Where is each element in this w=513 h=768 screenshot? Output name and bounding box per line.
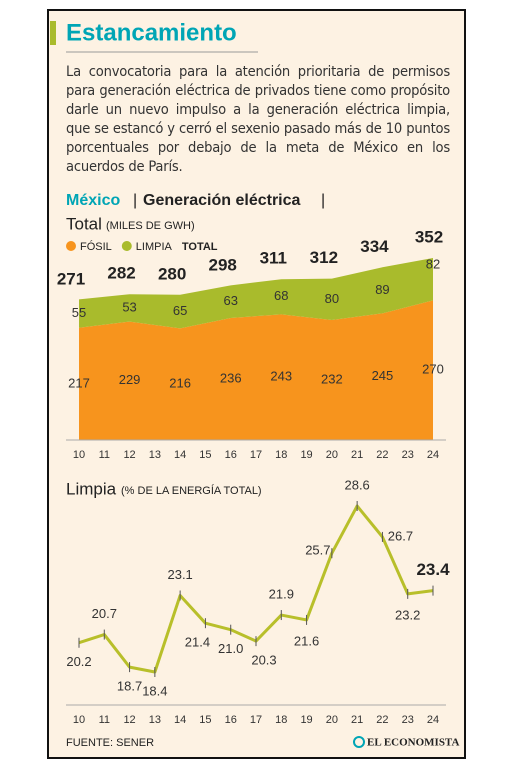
area (79, 258, 433, 329)
value-label: 26.7 (388, 528, 413, 543)
value-label: 18.7 (117, 679, 142, 694)
value-label: 18.4 (142, 683, 167, 698)
total-label: 311 (260, 249, 287, 268)
section: México (66, 192, 120, 209)
value-label: 21.4 (185, 635, 210, 650)
x-tick-label: 14 (174, 449, 186, 461)
x-tick-label: 23 (402, 449, 414, 461)
separator: | (321, 192, 325, 209)
x-tick-label: 21 (351, 714, 363, 726)
total-label: 282 (107, 264, 135, 283)
x-tick-label: 20 (326, 449, 338, 461)
x-tick-label: 14 (174, 714, 186, 726)
value-label: 243 (270, 369, 292, 384)
title: Estancamiento (66, 19, 237, 46)
subsection: Generación eléctrica (143, 192, 301, 209)
x-tick-label: 12 (123, 449, 135, 461)
value-label: 21.0 (218, 641, 243, 656)
chart-subtitle: (% DE LA ENERGÍA TOTAL) (121, 484, 262, 497)
value-label: 82 (426, 257, 440, 272)
value-label: 21.6 (294, 633, 319, 648)
x-tick-label: 18 (275, 449, 287, 461)
total-label: 312 (310, 248, 338, 267)
x-tick-label: 15 (199, 714, 211, 726)
x-tick-label: 24 (427, 449, 439, 461)
value-label: 216 (169, 376, 191, 391)
value-label: 21.9 (269, 586, 294, 601)
x-tick-label: 22 (376, 449, 388, 461)
x-tick-label: 23 (402, 714, 414, 726)
x-tick-label: 11 (99, 449, 110, 461)
value-label: 217 (68, 375, 90, 390)
source: FUENTE: SENER (66, 737, 154, 749)
total-label: 298 (209, 255, 237, 274)
value-label: 20.3 (251, 653, 276, 668)
value-label: 270 (422, 362, 444, 377)
value-label: 20.2 (66, 654, 91, 669)
value-label: 63 (223, 293, 237, 308)
brand: EL ECONOMISTA (367, 737, 459, 749)
area (79, 300, 433, 440)
x-tick-label: 19 (300, 449, 312, 461)
chart-title: Limpia (66, 479, 117, 498)
x-tick-label: 15 (199, 449, 211, 461)
value-label: 236 (220, 370, 242, 385)
total-label: 334 (360, 237, 389, 256)
x-tick-label: 22 (376, 714, 388, 726)
value-label: 245 (372, 368, 394, 383)
separator: | (133, 192, 137, 209)
value-label: 68 (274, 288, 288, 303)
value-label: 65 (173, 303, 187, 318)
value-label: 23.4 (416, 560, 450, 579)
value-label: 23.1 (167, 567, 192, 582)
x-tick-label: 21 (351, 449, 363, 461)
x-tick-label: 13 (149, 449, 161, 461)
x-tick-label: 13 (149, 714, 161, 726)
value-label: 55 (72, 305, 86, 320)
x-tick-label: 20 (326, 714, 338, 726)
value-label: 232 (321, 371, 343, 386)
x-tick-label: 17 (250, 714, 262, 726)
value-label: 53 (122, 299, 136, 314)
value-label: 25.7 (305, 543, 330, 558)
x-tick-label: 10 (73, 449, 85, 461)
legend-label: LIMPIA (136, 241, 173, 253)
value-label: 229 (119, 372, 141, 387)
x-tick-label: 12 (123, 714, 135, 726)
brand-logo (353, 736, 365, 748)
x-tick-label: 11 (99, 714, 110, 726)
total-label: 280 (158, 265, 186, 284)
total-label: 271 (57, 269, 85, 288)
value-label: 28.6 (344, 477, 369, 492)
description: La convocatoria para la atención priorit… (66, 63, 450, 175)
x-tick-label: 10 (73, 714, 85, 726)
x-tick-label: 16 (225, 449, 237, 461)
x-tick-label: 18 (275, 714, 287, 726)
x-tick-label: 17 (250, 449, 262, 461)
value-label: 23.2 (395, 607, 420, 622)
x-tick-label: 19 (300, 714, 312, 726)
title-bar (50, 21, 56, 45)
x-tick-label: 16 (225, 714, 237, 726)
value-label: 20.7 (92, 606, 117, 621)
total-label: 352 (415, 227, 443, 246)
chart-title: Total (66, 214, 102, 233)
legend-swatch (121, 241, 132, 251)
legend-label: TOTAL (182, 241, 218, 253)
value-label: 89 (375, 282, 389, 297)
chart-subtitle: (MILES DE GWH) (106, 220, 195, 232)
legend-swatch (66, 241, 76, 251)
legend-label: FÓSIL (80, 240, 112, 253)
value-label: 80 (325, 291, 339, 306)
x-tick-label: 24 (427, 714, 439, 726)
